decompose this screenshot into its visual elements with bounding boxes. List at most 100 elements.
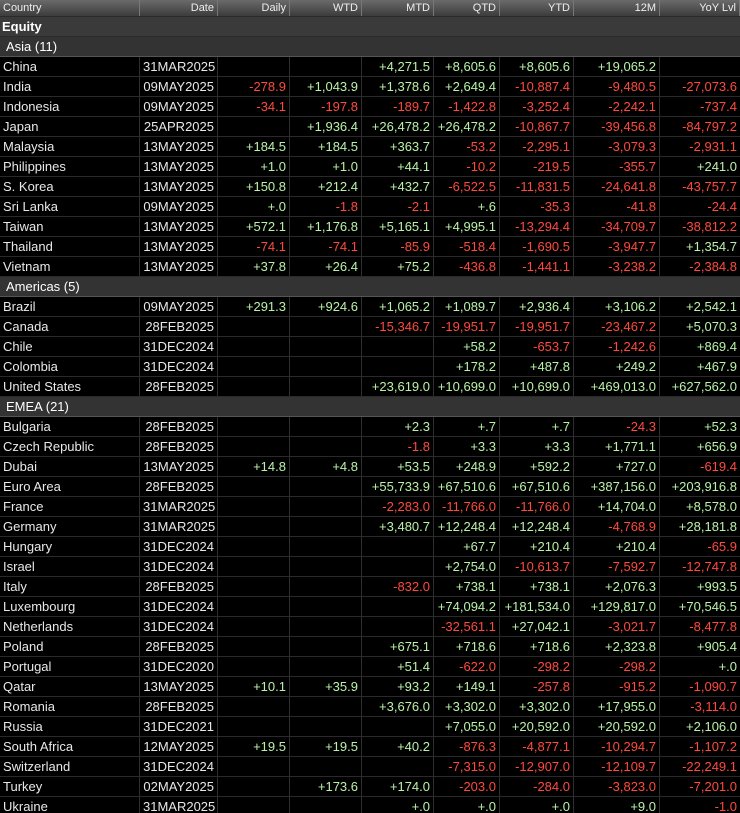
- value-cell: +40.2: [362, 737, 434, 756]
- value-cell: +469,013.0: [574, 377, 660, 396]
- data-row: Chile 31DEC2024 +58.2 -653.7 -1,242.6 +869.4: [0, 337, 740, 357]
- data-row: Czech Republic 28FEB2025 -1.8 +3.3 +3.3 +1,77…: [0, 437, 740, 457]
- data-row: Brazil 09MAY2025 +291.3 +924.6 +1,065.2 +1,08…: [0, 297, 740, 317]
- value-cell: -518.4: [434, 237, 500, 256]
- value-cell: +248.9: [434, 457, 500, 476]
- value-cell: +3,480.7: [362, 517, 434, 536]
- value-cell: +14.8: [218, 457, 290, 476]
- data-row: United States 28FEB2025 +23,619.0 +10,699.0…: [0, 377, 740, 397]
- value-cell: -4,877.1: [500, 737, 574, 756]
- value-cell: +3,106.2: [574, 297, 660, 316]
- value-cell: -12,747.8: [682, 559, 737, 574]
- value-cell: +924.6: [290, 297, 362, 316]
- data-row: Euro Area 28FEB2025 +55,733.9 +67,510.6 +67,…: [0, 477, 740, 497]
- value-cell: +4,995.1: [434, 217, 500, 236]
- value-cell: [290, 497, 362, 516]
- date: 25APR2025: [140, 117, 218, 136]
- date: 13MAY2025: [140, 157, 218, 176]
- date: 28FEB2025: [140, 637, 218, 656]
- value-cell: -7,592.7: [574, 557, 660, 576]
- value-cell: +2,649.4: [434, 77, 500, 96]
- value-cell: +3,302.0: [434, 697, 500, 716]
- value-cell: -53.2: [434, 137, 500, 156]
- country: Italy: [0, 577, 140, 596]
- value-cell: -1,107.2: [689, 739, 737, 754]
- data-row: China 31MAR2025 +4,271.5 +8,605.6 +8,605.6 +1…: [0, 57, 740, 77]
- date: 28FEB2025: [140, 477, 218, 496]
- value-cell: -15,346.7: [362, 317, 434, 336]
- country: Czech Republic: [0, 437, 140, 456]
- value-cell: +3,676.0: [362, 697, 434, 716]
- value-cell: -737.4: [700, 99, 737, 114]
- value-cell: -32,561.1: [434, 617, 500, 636]
- date: 09MAY2025: [140, 297, 218, 316]
- data-row: Russia 31DEC2021 +7,055.0 +20,592.0 +20,592.…: [0, 717, 740, 737]
- value-cell: [290, 537, 362, 556]
- data-row: Colombia 31DEC2024 +178.2 +487.8 +249.2 +467.…: [0, 357, 740, 377]
- country: Sri Lanka: [0, 197, 140, 216]
- date: 28FEB2025: [140, 377, 218, 396]
- value-cell: +572.1: [218, 217, 290, 236]
- value-cell: +2,754.0: [434, 557, 500, 576]
- country: China: [0, 57, 140, 76]
- column-header: Date: [140, 0, 218, 16]
- value-cell: -24.3: [574, 417, 660, 436]
- value-cell: -3,947.7: [574, 237, 660, 256]
- value-cell: -13,294.4: [500, 217, 574, 236]
- value-cell: +1.0: [218, 157, 290, 176]
- date: 31MAR2025: [140, 497, 218, 516]
- value-cell: +487.8: [500, 357, 574, 376]
- value-cell: +2,936.4: [500, 297, 574, 316]
- group-title: EMEA (21): [0, 397, 740, 417]
- value-cell: -10,887.4: [500, 77, 574, 96]
- value-cell: [290, 637, 362, 656]
- value-cell: -84,797.2: [682, 119, 737, 134]
- value-cell: +10,699.0: [500, 377, 574, 396]
- value-cell: [218, 357, 290, 376]
- value-cell: +7,055.0: [434, 717, 500, 736]
- value-cell: +467.9: [696, 359, 737, 374]
- value-cell: +12,248.4: [500, 517, 574, 536]
- date: 31MAR2025: [140, 517, 218, 536]
- value-cell: +35.9: [290, 677, 362, 696]
- value-cell: +149.1: [434, 677, 500, 696]
- value-cell: [218, 797, 290, 813]
- value-cell: [290, 617, 362, 636]
- value-cell: -832.0: [362, 577, 434, 596]
- value-cell: -8,477.8: [689, 619, 737, 634]
- date: 28FEB2025: [140, 317, 218, 336]
- value-cell: -12,109.7: [574, 757, 660, 776]
- value-cell: -2,384.8: [689, 259, 737, 274]
- data-row: Taiwan 13MAY2025 +572.1 +1,176.8 +5,165.1 +4,…: [0, 217, 740, 237]
- value-cell: +718.6: [434, 637, 500, 656]
- value-cell: +993.5: [696, 579, 737, 594]
- value-cell: -653.7: [500, 337, 574, 356]
- value-cell: +70,546.5: [678, 599, 737, 614]
- value-cell: [362, 557, 434, 576]
- value-cell: +55,733.9: [362, 477, 434, 496]
- date: 12MAY2025: [140, 737, 218, 756]
- data-row: Vietnam 13MAY2025 +37.8 +26.4 +75.2 -436.8 -1,…: [0, 257, 740, 277]
- value-cell: [218, 557, 290, 576]
- value-cell: -189.7: [362, 97, 434, 116]
- value-cell: +210.4: [500, 537, 574, 556]
- country: Hungary: [0, 537, 140, 556]
- value-cell: +905.4: [696, 639, 737, 654]
- value-cell: [362, 617, 434, 636]
- value-cell: +203,916.8: [671, 479, 737, 494]
- country: Switzerland: [0, 757, 140, 776]
- value-cell: -27,073.6: [682, 79, 737, 94]
- value-cell: -22,249.1: [682, 759, 737, 774]
- value-cell: [218, 437, 290, 456]
- value-cell: -34.1: [218, 97, 290, 116]
- value-cell: +1,354.7: [686, 239, 737, 254]
- value-cell: +738.1: [434, 577, 500, 596]
- value-cell: +5,070.3: [686, 319, 737, 334]
- data-row: Poland 28FEB2025 +675.1 +718.6 +718.6 +2,323.…: [0, 637, 740, 657]
- value-cell: [290, 657, 362, 676]
- value-cell: [362, 597, 434, 616]
- country: Luxembourg: [0, 597, 140, 616]
- value-cell: -3,823.0: [574, 777, 660, 796]
- country: Germany: [0, 517, 140, 536]
- value-cell: +28,181.8: [678, 519, 737, 534]
